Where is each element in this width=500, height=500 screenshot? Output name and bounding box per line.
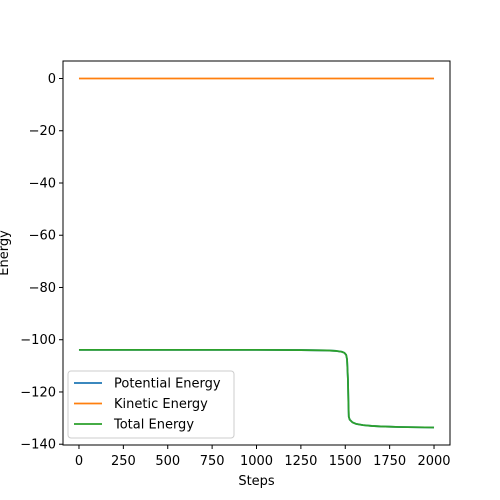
x-axis-label: Steps: [238, 474, 275, 489]
y-tick-label: −60: [29, 229, 56, 244]
x-tick-label: 1750: [373, 454, 406, 469]
x-axis-ticks: 0 250 500 750 1000 1250 1500 1750 2000: [75, 445, 451, 469]
x-tick-label: 250: [111, 454, 136, 469]
y-axis-label: Energy: [0, 230, 12, 276]
x-tick-label: 500: [155, 454, 180, 469]
series-line-2: [78, 349, 435, 429]
x-tick-label: 750: [200, 454, 225, 469]
x-tick-label: 1000: [240, 454, 273, 469]
y-tick-label: −40: [29, 176, 56, 191]
x-tick-label: 1500: [329, 454, 362, 469]
y-tick-label: −140: [20, 438, 56, 453]
legend-label-0: Potential Energy: [114, 377, 221, 392]
x-tick-label: 0: [75, 454, 83, 469]
x-tick-label: 1250: [284, 454, 317, 469]
y-tick-label: 0: [48, 72, 56, 87]
y-tick-label: −80: [29, 281, 56, 296]
legend-label-2: Total Energy: [113, 418, 194, 433]
y-tick-label: −20: [29, 124, 56, 139]
legend-label-1: Kinetic Energy: [114, 397, 208, 412]
legend-frame: [67, 370, 235, 439]
legend-items: Potential Energy Kinetic Energy Total Ener…: [74, 377, 221, 433]
y-tick-label: −120: [20, 385, 56, 400]
plot-lines: [78, 77, 435, 429]
y-tick-label: −100: [20, 333, 56, 348]
y-axis-ticks: 0 −20 −40 −60 −80 −100 −120 −140: [20, 72, 63, 453]
x-tick-label: 2000: [417, 454, 450, 469]
legend: Potential Energy Kinetic Energy Total Ener…: [67, 370, 235, 439]
